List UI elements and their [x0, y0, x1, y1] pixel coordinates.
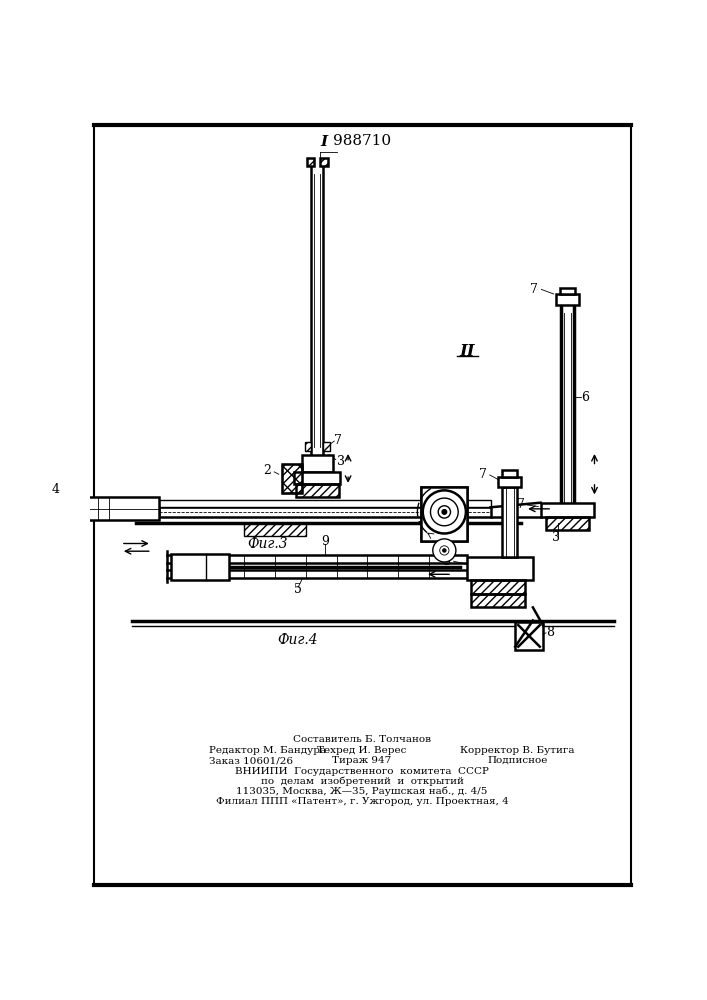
Bar [282, 464, 302, 493]
Text: 7: 7 [479, 468, 486, 481]
Bar [282, 464, 302, 493]
Text: 113035, Москва, Ж—35, Раушская наб., д. 4/5: 113035, Москва, Ж—35, Раушская наб., д. … [236, 787, 488, 796]
Text: Филиал ППП «Патент», г. Ужгород, ул. Проектная, 4: Филиал ППП «Патент», г. Ужгород, ул. Про… [216, 797, 508, 806]
Bar [472, 580, 525, 594]
Text: Фиг.3: Фиг.3 [247, 536, 288, 550]
Bar [171, 554, 229, 580]
Bar [472, 594, 525, 607]
Bar [160, 500, 491, 507]
Text: 5: 5 [294, 583, 302, 596]
Bar [160, 507, 491, 517]
Circle shape [443, 549, 446, 552]
Text: Тираж 947: Тираж 947 [332, 756, 392, 765]
Bar [324, 442, 329, 451]
Bar [541, 503, 595, 517]
Circle shape [442, 510, 447, 514]
Text: I: I [320, 135, 327, 149]
Text: ВНИИПИ  Государственного  комитета  СССР: ВНИИПИ Государственного комитета СССР [235, 767, 489, 776]
Bar [546, 517, 589, 530]
Text: 3: 3 [443, 555, 450, 568]
Bar [305, 442, 311, 451]
Bar [502, 487, 518, 557]
Bar [421, 487, 467, 541]
Bar [515, 622, 543, 650]
Bar [302, 455, 333, 472]
Text: 2: 2 [263, 464, 271, 477]
Text: 9: 9 [321, 535, 329, 548]
Bar [244, 523, 305, 536]
Bar [421, 487, 467, 541]
Bar [556, 294, 579, 305]
Bar [502, 470, 518, 477]
Text: 8: 8 [546, 626, 554, 639]
Bar [421, 487, 467, 541]
Text: Подписное: Подписное [487, 756, 548, 765]
Circle shape [423, 490, 466, 533]
Text: Редактор М. Бандура: Редактор М. Бандура [209, 746, 327, 755]
Bar [83, 497, 160, 520]
Bar [560, 288, 575, 294]
Bar [307, 158, 314, 166]
Text: II: II [460, 342, 475, 360]
Text: 3: 3 [552, 531, 560, 544]
Text: 6: 6 [581, 391, 590, 404]
Bar [324, 442, 329, 451]
Bar [498, 477, 521, 487]
Bar [69, 495, 83, 523]
Text: 988710: 988710 [333, 134, 391, 148]
Text: Корректор В. Бутига: Корректор В. Бутига [460, 746, 575, 755]
Bar [296, 484, 339, 497]
Text: 7: 7 [334, 434, 342, 447]
Bar [307, 158, 314, 166]
Bar [61, 500, 69, 518]
Text: Техред И. Верес: Техред И. Верес [317, 746, 407, 755]
Text: по  делам  изобретений  и  открытий: по делам изобретений и открытий [260, 777, 463, 786]
Bar [320, 158, 328, 166]
Text: 4: 4 [52, 483, 59, 496]
Bar [294, 472, 340, 484]
Text: 7: 7 [518, 498, 525, 512]
Text: 3: 3 [337, 455, 344, 468]
Text: 7: 7 [530, 283, 538, 296]
Bar [305, 442, 311, 451]
Text: Фиг.4: Фиг.4 [278, 633, 318, 647]
Text: Составитель Б. Толчанов: Составитель Б. Толчанов [293, 735, 431, 744]
Text: Заказ 10601/26: Заказ 10601/26 [209, 756, 293, 765]
Bar [467, 557, 533, 580]
Bar [320, 158, 328, 166]
Bar [69, 495, 83, 523]
Circle shape [433, 539, 456, 562]
